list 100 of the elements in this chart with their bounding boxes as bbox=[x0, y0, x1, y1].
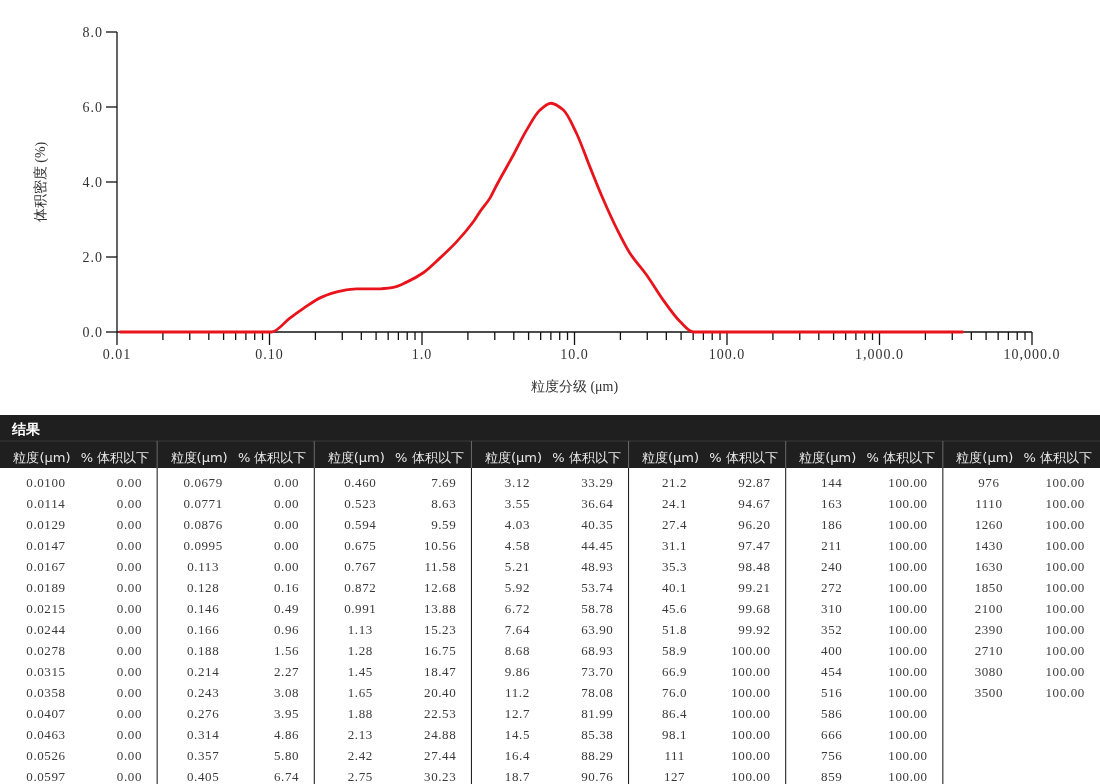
text: 0.00 bbox=[116, 580, 142, 595]
category-label: 111 bbox=[664, 748, 685, 763]
text: 53.74 bbox=[581, 580, 614, 595]
text: 11.58 bbox=[424, 559, 457, 574]
category-label: 51.8 bbox=[661, 622, 688, 637]
category-label: 1.65 bbox=[347, 685, 373, 700]
text: 33.29 bbox=[581, 475, 614, 490]
text: 0.96 bbox=[273, 622, 300, 637]
text: 0.00 bbox=[273, 559, 300, 574]
category-label: 45.6 bbox=[661, 601, 688, 616]
category-label: 2100 bbox=[974, 601, 1004, 616]
text: 97.47 bbox=[738, 538, 771, 553]
category-label: 859 bbox=[821, 769, 843, 784]
text: 81.99 bbox=[581, 706, 614, 721]
category-label: 7.64 bbox=[504, 622, 531, 637]
category-label: 0.0526 bbox=[26, 748, 66, 763]
text: 100.00 bbox=[888, 685, 928, 700]
category-label: 5.92 bbox=[504, 580, 531, 595]
text: 100.00 bbox=[1045, 475, 1085, 490]
category-label: 58.9 bbox=[661, 643, 688, 658]
category-label: 0.0407 bbox=[26, 706, 66, 721]
text: 0.00 bbox=[273, 538, 300, 553]
text: 结果 bbox=[11, 421, 41, 437]
category-label: 9.86 bbox=[504, 664, 531, 679]
category-label: 4.03 bbox=[504, 517, 531, 532]
category-label: 1630 bbox=[974, 559, 1004, 574]
text: 94.67 bbox=[738, 496, 771, 511]
category-label: 11.2 bbox=[505, 685, 530, 700]
category-label: 0.188 bbox=[187, 643, 220, 658]
text: 100.00 bbox=[888, 601, 928, 616]
category-label: 0.872 bbox=[344, 580, 377, 595]
text: 100.00 bbox=[731, 643, 771, 658]
category-label: 0.0167 bbox=[26, 559, 66, 574]
x-axis-title: 粒度分级 (μm) bbox=[530, 379, 619, 395]
category-label: 454 bbox=[821, 664, 843, 679]
category-label: 211 bbox=[821, 538, 843, 553]
category-label: 86.4 bbox=[661, 706, 688, 721]
text: 0.16 bbox=[273, 580, 300, 595]
text: 粒度(μm) bbox=[484, 450, 542, 465]
text: 8.63 bbox=[431, 496, 457, 511]
text: 36.64 bbox=[581, 496, 614, 511]
text: 100.00 bbox=[888, 580, 928, 595]
category-label: 2710 bbox=[974, 643, 1004, 658]
category-label: 516 bbox=[821, 685, 843, 700]
text: 100.00 bbox=[731, 748, 771, 763]
category-label: 0.767 bbox=[344, 559, 377, 574]
text: 99.68 bbox=[738, 601, 771, 616]
category-label: 0.0278 bbox=[26, 643, 66, 658]
category-label: 1.13 bbox=[347, 622, 373, 637]
text: 100.00 bbox=[1045, 685, 1085, 700]
text: 100.00 bbox=[888, 475, 928, 490]
text: 100.00 bbox=[888, 664, 928, 679]
text: 0.00 bbox=[116, 769, 142, 784]
category-label: 0.0100 bbox=[26, 475, 66, 490]
text: 30.23 bbox=[424, 769, 457, 784]
category-label: 163 bbox=[821, 496, 843, 511]
x-tick-label: 0.10 bbox=[255, 347, 284, 362]
category-label: 186 bbox=[821, 517, 843, 532]
text: 0.00 bbox=[116, 748, 142, 763]
text: 100.00 bbox=[731, 685, 771, 700]
category-label: 0.0315 bbox=[26, 664, 66, 679]
category-label: 16.4 bbox=[504, 748, 531, 763]
text: 粒度(μm) bbox=[956, 450, 1014, 465]
category-label: 976 bbox=[978, 475, 1000, 490]
text: 0.49 bbox=[273, 601, 300, 616]
text: 90.76 bbox=[581, 769, 614, 784]
category-label: 18.7 bbox=[504, 769, 531, 784]
category-label: 0.0597 bbox=[26, 769, 66, 784]
text: 粒度(μm) bbox=[170, 450, 228, 465]
text: 78.08 bbox=[581, 685, 614, 700]
category-label: 0.0876 bbox=[183, 517, 223, 532]
text: 0.00 bbox=[116, 601, 142, 616]
category-label: 310 bbox=[821, 601, 843, 616]
text: 100.00 bbox=[1045, 559, 1085, 574]
text: 15.23 bbox=[424, 622, 457, 637]
category-label: 1.45 bbox=[347, 664, 373, 679]
text: 100.00 bbox=[888, 748, 928, 763]
text: % 体积以下 bbox=[395, 450, 464, 465]
category-label: 240 bbox=[821, 559, 843, 574]
text: 48.93 bbox=[581, 559, 614, 574]
category-label: 1430 bbox=[974, 538, 1004, 553]
text: 10.56 bbox=[424, 538, 457, 553]
text: % 体积以下 bbox=[237, 450, 307, 465]
text: 16.75 bbox=[424, 643, 457, 658]
category-label: 0.0679 bbox=[183, 475, 223, 490]
category-label: 144 bbox=[821, 475, 843, 490]
x-tick-label: 10.0 bbox=[560, 347, 589, 362]
category-label: 0.0771 bbox=[183, 496, 223, 511]
y-tick-label: 0.0 bbox=[82, 325, 103, 340]
text: 100.00 bbox=[888, 496, 928, 511]
text: 0.00 bbox=[116, 622, 142, 637]
x-tick-label: 10,000.0 bbox=[1003, 347, 1061, 362]
text: 4.86 bbox=[273, 727, 300, 742]
category-label: 0.314 bbox=[187, 727, 220, 742]
text: 0.00 bbox=[273, 496, 300, 511]
text: % 体积以下 bbox=[552, 450, 621, 465]
text: 粒度(μm) bbox=[799, 450, 857, 465]
category-label: 0.991 bbox=[344, 601, 377, 616]
text: 100.00 bbox=[731, 769, 771, 784]
text: 100.00 bbox=[888, 622, 928, 637]
